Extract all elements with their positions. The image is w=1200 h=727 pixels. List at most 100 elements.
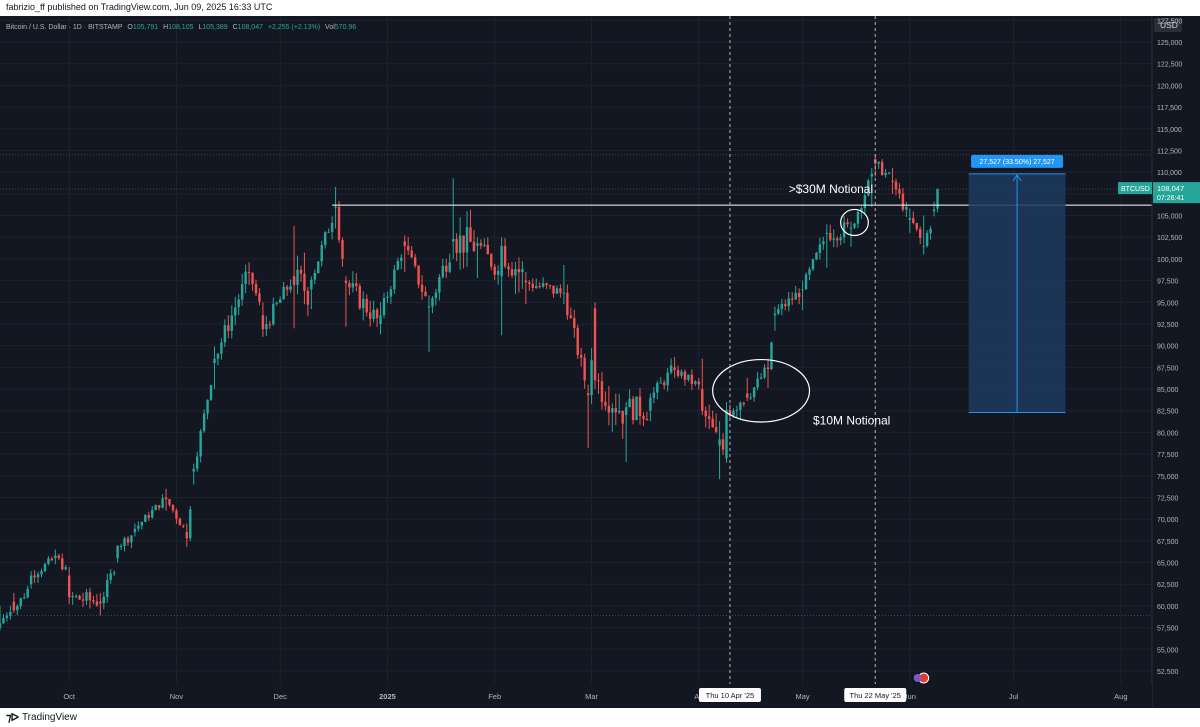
candle-body[interactable] bbox=[701, 389, 704, 411]
candle-body[interactable] bbox=[313, 273, 317, 280]
candle-body[interactable] bbox=[251, 272, 254, 285]
candle-body[interactable] bbox=[123, 538, 126, 547]
candle-body[interactable] bbox=[880, 161, 884, 176]
candle-body[interactable] bbox=[368, 312, 372, 319]
candle-body[interactable] bbox=[261, 315, 265, 330]
candle-body[interactable] bbox=[825, 232, 829, 234]
candle-body[interactable] bbox=[694, 381, 697, 384]
candle-body[interactable] bbox=[272, 303, 275, 325]
candle-body[interactable] bbox=[247, 271, 251, 273]
candle-body[interactable] bbox=[303, 273, 306, 291]
chart-area[interactable]: >$30M Notional $10M Notional 27,527 (33.50… bbox=[0, 16, 1200, 708]
candle-body[interactable] bbox=[67, 575, 71, 598]
candle-body[interactable] bbox=[770, 342, 773, 370]
candle-body[interactable] bbox=[424, 291, 427, 297]
candle-body[interactable] bbox=[663, 382, 666, 386]
candle-body[interactable] bbox=[870, 173, 873, 177]
candle-body[interactable] bbox=[137, 525, 140, 529]
candle-body[interactable] bbox=[898, 189, 901, 194]
candle-body[interactable] bbox=[739, 402, 742, 410]
candle-body[interactable] bbox=[19, 598, 22, 606]
candle-body[interactable] bbox=[209, 385, 213, 400]
candle-body[interactable] bbox=[213, 358, 216, 364]
candle-body[interactable] bbox=[99, 601, 102, 604]
candle-body[interactable] bbox=[607, 405, 611, 413]
drawings-layer[interactable]: >$30M Notional $10M Notional 27,527 (33.50… bbox=[332, 16, 1152, 684]
candle-body[interactable] bbox=[905, 206, 908, 210]
candle-body[interactable] bbox=[590, 360, 593, 396]
candle-body[interactable] bbox=[220, 342, 223, 354]
candle-body[interactable] bbox=[85, 592, 88, 601]
candle-body[interactable] bbox=[451, 238, 455, 242]
candle-body[interactable] bbox=[912, 218, 915, 223]
candle-body[interactable] bbox=[171, 504, 175, 511]
candle-body[interactable] bbox=[50, 558, 54, 561]
candle-body[interactable] bbox=[438, 277, 441, 293]
candle-body[interactable] bbox=[759, 377, 763, 379]
candle-body[interactable] bbox=[711, 418, 714, 428]
candle-body[interactable] bbox=[147, 515, 150, 518]
candle-body[interactable] bbox=[697, 381, 701, 385]
candle-body[interactable] bbox=[348, 283, 351, 288]
candle-body[interactable] bbox=[323, 232, 327, 245]
candle-body[interactable] bbox=[932, 209, 936, 212]
candle-body[interactable] bbox=[386, 296, 389, 298]
candle-body[interactable] bbox=[586, 393, 590, 396]
candle-body[interactable] bbox=[528, 282, 531, 284]
candle-body[interactable] bbox=[448, 262, 451, 272]
candle-body[interactable] bbox=[811, 259, 815, 270]
candle-body[interactable] bbox=[863, 195, 867, 209]
candle-body[interactable] bbox=[109, 573, 112, 580]
candle-body[interactable] bbox=[856, 211, 860, 224]
candle-body[interactable] bbox=[756, 378, 759, 388]
candle-body[interactable] bbox=[496, 270, 500, 275]
highlight-ellipse[interactable] bbox=[712, 358, 811, 423]
candle-body[interactable] bbox=[26, 588, 29, 598]
candle-body[interactable] bbox=[614, 408, 617, 413]
candle-body[interactable] bbox=[289, 286, 292, 290]
highlight-ellipse[interactable] bbox=[840, 208, 869, 237]
candle-body[interactable] bbox=[33, 575, 36, 578]
candle-body[interactable] bbox=[718, 439, 721, 446]
candle-body[interactable] bbox=[507, 266, 510, 270]
candle-body[interactable] bbox=[54, 555, 57, 559]
candle-body[interactable] bbox=[223, 325, 227, 343]
candle-body[interactable] bbox=[666, 372, 669, 386]
candle-body[interactable] bbox=[604, 401, 607, 406]
candle-body[interactable] bbox=[95, 601, 99, 606]
candle-body[interactable] bbox=[469, 227, 472, 242]
candle-body[interactable] bbox=[154, 505, 157, 511]
candle-body[interactable] bbox=[791, 298, 794, 300]
candle-body[interactable] bbox=[839, 237, 842, 241]
candle-body[interactable] bbox=[407, 245, 410, 251]
candle-body[interactable] bbox=[254, 284, 258, 294]
candle-body[interactable] bbox=[140, 522, 144, 526]
candle-body[interactable] bbox=[133, 528, 137, 533]
candle-body[interactable] bbox=[894, 181, 898, 190]
candle-body[interactable] bbox=[431, 298, 434, 307]
candle-body[interactable] bbox=[151, 510, 154, 518]
candle-body[interactable] bbox=[645, 419, 649, 421]
candle-body[interactable] bbox=[510, 269, 514, 276]
candle-body[interactable] bbox=[483, 244, 486, 246]
candle-body[interactable] bbox=[237, 299, 240, 308]
candle-body[interactable] bbox=[566, 292, 569, 316]
candle-body[interactable] bbox=[832, 238, 835, 240]
candle-body[interactable] bbox=[112, 572, 116, 574]
candle-body[interactable] bbox=[576, 327, 579, 355]
candle-body[interactable] bbox=[611, 408, 614, 413]
candle-body[interactable] bbox=[669, 365, 673, 373]
candle-body[interactable] bbox=[195, 456, 199, 469]
candle-body[interactable] bbox=[379, 315, 382, 324]
candle-body[interactable] bbox=[891, 180, 894, 182]
candle-body[interactable] bbox=[490, 254, 493, 267]
candle-body[interactable] bbox=[835, 238, 839, 241]
candle-body[interactable] bbox=[216, 353, 220, 359]
candle-body[interactable] bbox=[78, 595, 81, 600]
candle-body[interactable] bbox=[787, 298, 790, 307]
candle-body[interactable] bbox=[74, 595, 78, 597]
candle-body[interactable] bbox=[227, 325, 230, 331]
candle-body[interactable] bbox=[175, 510, 178, 519]
candle-body[interactable] bbox=[687, 374, 690, 380]
candle-body[interactable] bbox=[362, 298, 365, 309]
